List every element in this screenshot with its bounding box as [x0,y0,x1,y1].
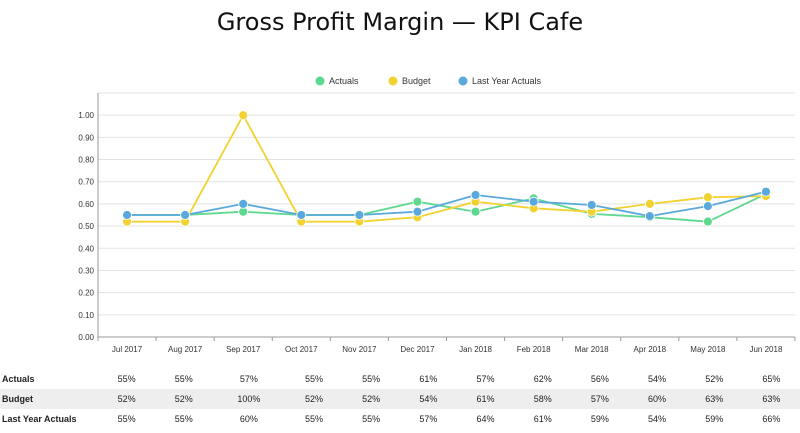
x-tick-label: Apr 2018 [634,345,667,354]
axis-layer: 0.00 0.10 0.20 0.30 0.40 0.50 0.60 0.70 0.80 0.90… [78,93,796,354]
table-cell: 60% [628,389,686,409]
table-cell: 55% [362,374,381,384]
table-cell: 55% [174,374,193,384]
point-actuals[interactable] [412,196,423,207]
series-line-actuals [127,193,767,223]
table-cell: 61% [456,389,515,409]
y-tick-label: 0.50 [78,222,94,231]
x-tick-label: Nov 2017 [342,345,377,354]
table-cell: 62% [533,374,552,384]
x-tick-label: Jun 2018 [749,345,782,354]
grid-layer [98,92,795,338]
table-cell: 63% [742,389,800,409]
table-cell: 60% [239,414,258,424]
table-cell: 59% [590,414,609,424]
point-last-year-actuals[interactable] [122,210,132,220]
table-cell: 59% [705,414,724,424]
legend-marker-last-year-actuals[interactable] [458,76,468,86]
table-cell: 55% [117,414,136,424]
row-label: Actuals [2,374,35,384]
table-cell: 66% [762,414,781,424]
table-cell: 52% [98,389,156,409]
y-tick-label: 1.00 [78,111,94,120]
point-actuals[interactable] [470,206,481,217]
x-tick-label: Jul 2017 [112,345,143,354]
table-cell: 55% [117,374,136,384]
y-tick-label: 0.60 [78,200,94,209]
table-cell: 56% [590,374,609,384]
table-cell: 55% [305,374,324,384]
y-tick-label: 0.80 [78,156,94,165]
table-cell: 55% [362,414,381,424]
y-tick-label: 0.90 [78,133,94,142]
point-last-year-actuals[interactable] [761,186,771,197]
x-tick-label: Oct 2017 [285,345,318,354]
table-cell: 64% [476,414,495,424]
line-chart: 0.00 0.10 0.20 0.30 0.40 0.50 0.60 0.70 0.80 0.90… [78,76,796,354]
x-tick-label: Aug 2017 [168,345,203,354]
table-cell: 55% [305,414,324,424]
chart-title: Gross Profit Margin — KPI Cafe [216,8,584,36]
series-layer [122,110,771,227]
point-last-year-actuals[interactable] [470,190,481,200]
table-cell: 100% [212,389,286,409]
x-tick-label: Sep 2017 [226,345,261,354]
x-tick-label: Feb 2018 [517,345,551,354]
table-cell: 54% [648,374,667,384]
legend-label-budget[interactable]: Budget [402,76,431,86]
table-cell: 52% [285,389,343,409]
table-row-actuals: Actuals 55% 55% 57% 55% 55% 61% 57% 62% 56% 54% 52%… [0,369,800,389]
table-cell: 55% [174,414,193,424]
table-cell: 57% [239,374,258,384]
point-last-year-actuals[interactable] [412,206,423,217]
point-last-year-actuals[interactable] [238,199,249,209]
table-cell: 54% [648,414,667,424]
y-tick-label: 0.20 [78,289,94,298]
point-budget[interactable] [702,192,713,203]
point-last-year-actuals[interactable] [296,210,307,220]
row-label: Last Year Actuals [2,414,77,424]
table-cell: 52% [342,389,400,409]
table-cell: 58% [514,389,572,409]
legend-marker-budget[interactable] [388,76,398,86]
table-cell: 61% [419,374,438,384]
point-budget[interactable] [644,199,655,209]
y-tick-label: 0.30 [78,266,94,275]
x-tick-label: May 2018 [690,345,726,354]
table-cell: 63% [685,389,743,409]
legend-marker-actuals[interactable] [315,76,325,86]
point-last-year-actuals[interactable] [180,210,191,220]
point-last-year-actuals[interactable] [354,210,365,220]
table-cell: 61% [533,414,552,424]
table-cell: 52% [705,374,724,384]
point-last-year-actuals[interactable] [586,200,597,210]
table-cell: 65% [762,374,781,384]
x-tick-label: Dec 2017 [400,345,435,354]
legend[interactable]: Actuals Budget Last Year Actuals [315,76,542,86]
table-cell: 52% [155,389,213,409]
point-budget[interactable] [238,110,249,121]
x-tick-label: Jan 2018 [459,345,492,354]
y-tick-label: 0.40 [78,244,94,253]
point-actuals[interactable] [702,216,713,227]
point-last-year-actuals[interactable] [528,196,539,207]
y-tick-label: 0.10 [78,311,94,320]
series-line-last-year-actuals [127,190,767,218]
y-tick-label: 0.70 [78,178,94,187]
data-table: Actuals 55% 55% 57% 55% 55% 61% 57% 62% 56% 54% 52%… [0,369,800,429]
table-row-budget: Budget 52% 52% 100% 52% 52% 54% 61% 58% 57% 60% 63%… [0,389,800,409]
legend-label-actuals[interactable]: Actuals [329,76,359,86]
series-line-budget [127,113,767,223]
table-cell: 57% [476,374,495,384]
point-last-year-actuals[interactable] [702,201,713,212]
y-tick-label: 0.00 [78,333,94,342]
table-cell: 57% [419,414,438,424]
table-cell: 57% [571,389,629,409]
point-last-year-actuals[interactable] [644,211,655,222]
row-label: Budget [0,389,98,409]
table-cell: 54% [399,389,457,409]
table-row-last-year-actuals: Last Year Actuals 55% 55% 60% 55% 55% 57% 64% 61… [0,409,800,429]
x-tick-label: Mar 2018 [575,345,609,354]
legend-label-last-year-actuals[interactable]: Last Year Actuals [472,76,542,86]
